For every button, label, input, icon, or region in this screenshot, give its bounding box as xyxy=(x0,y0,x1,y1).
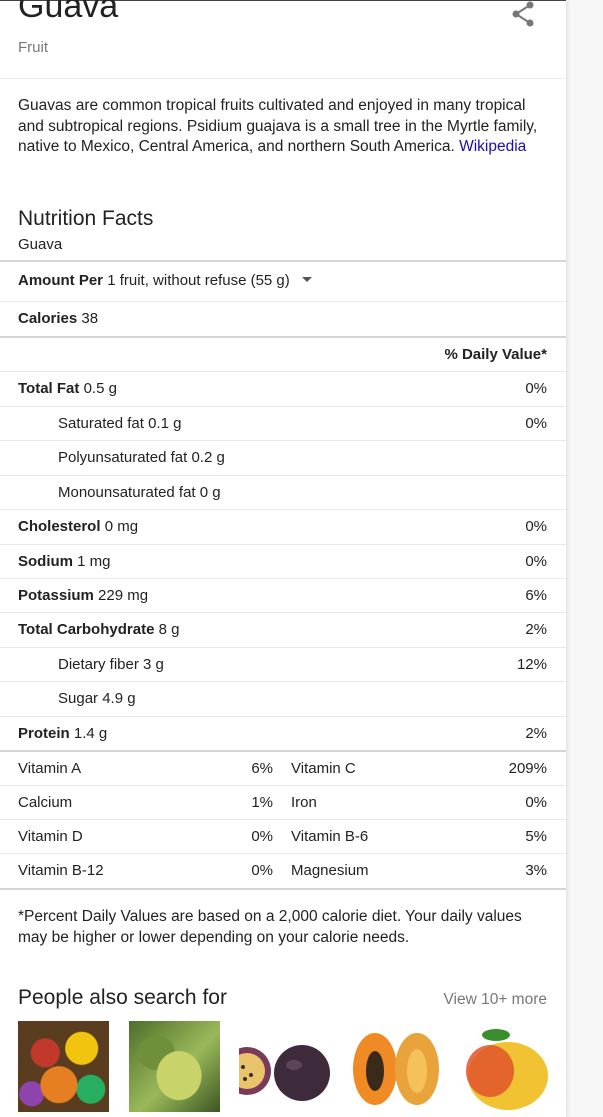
vitamin-name: Calcium xyxy=(18,794,73,811)
nutrient-percent: 0% xyxy=(525,415,547,432)
nutrient-percent: 2% xyxy=(525,725,547,742)
serving-size-value: 1 fruit, without refuse (55 g) xyxy=(107,272,290,289)
chevron-down-icon xyxy=(301,276,312,282)
nutrient-label: Polyunsaturated fat xyxy=(58,449,188,466)
view-more-link[interactable]: View 10+ more xyxy=(443,991,547,1008)
vitamin-percent: 209% xyxy=(508,760,547,777)
serving-size-selector[interactable]: Amount Per 1 fruit, without refuse (55 g… xyxy=(0,260,566,301)
vitamin-percent: 0% xyxy=(525,794,547,811)
vitamin-percent: 1% xyxy=(251,794,273,811)
nutrient-percent: 0% xyxy=(525,518,547,535)
top-border xyxy=(0,0,566,1)
nutrient-value: 4.9 g xyxy=(102,690,136,707)
related-fruit-thumbnail[interactable] xyxy=(460,1021,551,1112)
nutrient-value: 0.2 g xyxy=(191,449,225,466)
daily-value-footnote: *Percent Daily Values are based on a 2,0… xyxy=(18,908,522,946)
vitamin-name: Vitamin A xyxy=(18,760,82,777)
share-icon[interactable] xyxy=(510,0,536,28)
nutrient-label: Potassium xyxy=(18,587,94,604)
daily-value-header: % Daily Value* xyxy=(444,346,547,363)
calories-row: Calories 38 xyxy=(0,301,566,336)
nutrient-row-total-carbohydrate: Total Carbohydrate 8 g 2% xyxy=(0,612,566,646)
vitamin-percent: 0% xyxy=(251,862,273,879)
vitamin-percent: 3% xyxy=(525,862,547,879)
nutrient-label: Saturated fat xyxy=(58,415,144,432)
people-also-search-title: People also search for xyxy=(18,986,227,1009)
nutrient-row-sodium: Sodium 1 mg 0% xyxy=(0,544,566,578)
nutrient-value: 0.1 g xyxy=(148,415,182,432)
nutrient-value: 229 mg xyxy=(98,587,149,604)
nutrient-percent: 12% xyxy=(516,656,547,673)
related-fruit-thumbnail[interactable] xyxy=(129,1021,220,1112)
nutrient-label: Monounsaturated fat xyxy=(58,484,196,501)
divider xyxy=(0,888,566,890)
calories-label: Calories xyxy=(18,310,78,327)
vitamin-name: Iron xyxy=(291,794,317,811)
related-fruit-thumbnail[interactable] xyxy=(18,1021,109,1112)
page-background-strip xyxy=(567,0,603,1117)
nutrient-row-sugar: Sugar 4.9 g xyxy=(0,681,566,715)
vitamin-row: Vitamin D 0% Vitamin B-6 5% xyxy=(0,819,566,853)
wikipedia-link[interactable]: Wikipedia xyxy=(459,138,527,155)
nutrient-value: 0.5 g xyxy=(83,380,117,397)
amount-per-label: Amount Per xyxy=(18,272,104,289)
papaya-image xyxy=(353,1033,439,1105)
nutrient-row-polyunsaturated-fat: Polyunsaturated fat 0.2 g xyxy=(0,440,566,474)
vitamin-name: Vitamin B-6 xyxy=(291,828,369,845)
knowledge-panel: Guava Fruit Guavas are common tropical f… xyxy=(0,0,567,1117)
nutrient-value: 1 mg xyxy=(77,553,111,570)
nutrient-label: Dietary fiber xyxy=(58,656,139,673)
vitamin-name: Vitamin B-12 xyxy=(18,862,104,879)
nutrient-label: Cholesterol xyxy=(18,518,101,535)
related-fruit-thumbnail[interactable] xyxy=(239,1021,330,1112)
vitamin-name: Vitamin C xyxy=(291,760,356,777)
nutrient-row-saturated-fat: Saturated fat 0.1 g 0% xyxy=(0,406,566,440)
calories-value: 38 xyxy=(81,310,99,327)
nutrient-percent: 6% xyxy=(525,587,547,604)
vitamin-percent: 5% xyxy=(525,828,547,845)
mango-image xyxy=(466,1029,548,1110)
nutrient-row-monounsaturated-fat: Monounsaturated fat 0 g xyxy=(0,475,566,509)
page-title: Guava xyxy=(18,0,119,25)
nutrient-value: 8 g xyxy=(158,621,180,638)
nutrient-row-total-fat: Total Fat 0.5 g 0% xyxy=(0,371,566,405)
nutrient-row-potassium: Potassium 229 mg 6% xyxy=(0,578,566,612)
nutrient-percent: 0% xyxy=(525,380,547,397)
vitamin-percent: 6% xyxy=(251,760,273,777)
vitamin-row: Vitamin A 6% Vitamin C 209% xyxy=(0,750,566,785)
vitamin-row: Vitamin B-12 0% Magnesium 3% xyxy=(0,853,566,887)
nutrient-label: Total Carbohydrate xyxy=(18,621,155,638)
nutrient-row-cholesterol: Cholesterol 0 mg 0% xyxy=(0,509,566,543)
nutrient-label: Sodium xyxy=(18,553,73,570)
passion-fruit-image xyxy=(239,1045,330,1101)
description: Guavas are common tropical fruits cultiv… xyxy=(18,96,538,158)
description-text: Guavas are common tropical fruits cultiv… xyxy=(18,97,538,155)
nutrient-value: 3 g xyxy=(143,656,164,673)
divider xyxy=(0,78,566,79)
page-subtitle: Fruit xyxy=(18,39,48,56)
daily-value-header-row: % Daily Value* xyxy=(0,336,566,371)
nutrition-facts-title: Nutrition Facts xyxy=(18,207,154,230)
nutrient-percent: 2% xyxy=(525,621,547,638)
vitamin-name: Vitamin D xyxy=(18,828,83,845)
vitamin-percent: 0% xyxy=(251,828,273,845)
vitamin-name: Magnesium xyxy=(291,862,369,879)
vitamin-row: Calcium 1% Iron 0% xyxy=(0,785,566,819)
nutrient-value: 1.4 g xyxy=(73,725,108,742)
nutrient-label: Protein xyxy=(18,725,70,742)
related-fruit-thumbnail[interactable] xyxy=(349,1021,440,1112)
nutrient-value: 0 g xyxy=(199,484,221,501)
nutrient-label: Sugar xyxy=(58,690,99,707)
nutrient-row-dietary-fiber: Dietary fiber 3 g 12% xyxy=(0,647,566,681)
nutrient-value: 0 mg xyxy=(104,518,139,535)
nutrient-percent: 0% xyxy=(525,553,547,570)
nutrient-row-protein: Protein 1.4 g 2% xyxy=(0,716,566,750)
nutrition-facts-subtitle: Guava xyxy=(18,236,63,253)
nutrient-label: Total Fat xyxy=(18,380,80,397)
